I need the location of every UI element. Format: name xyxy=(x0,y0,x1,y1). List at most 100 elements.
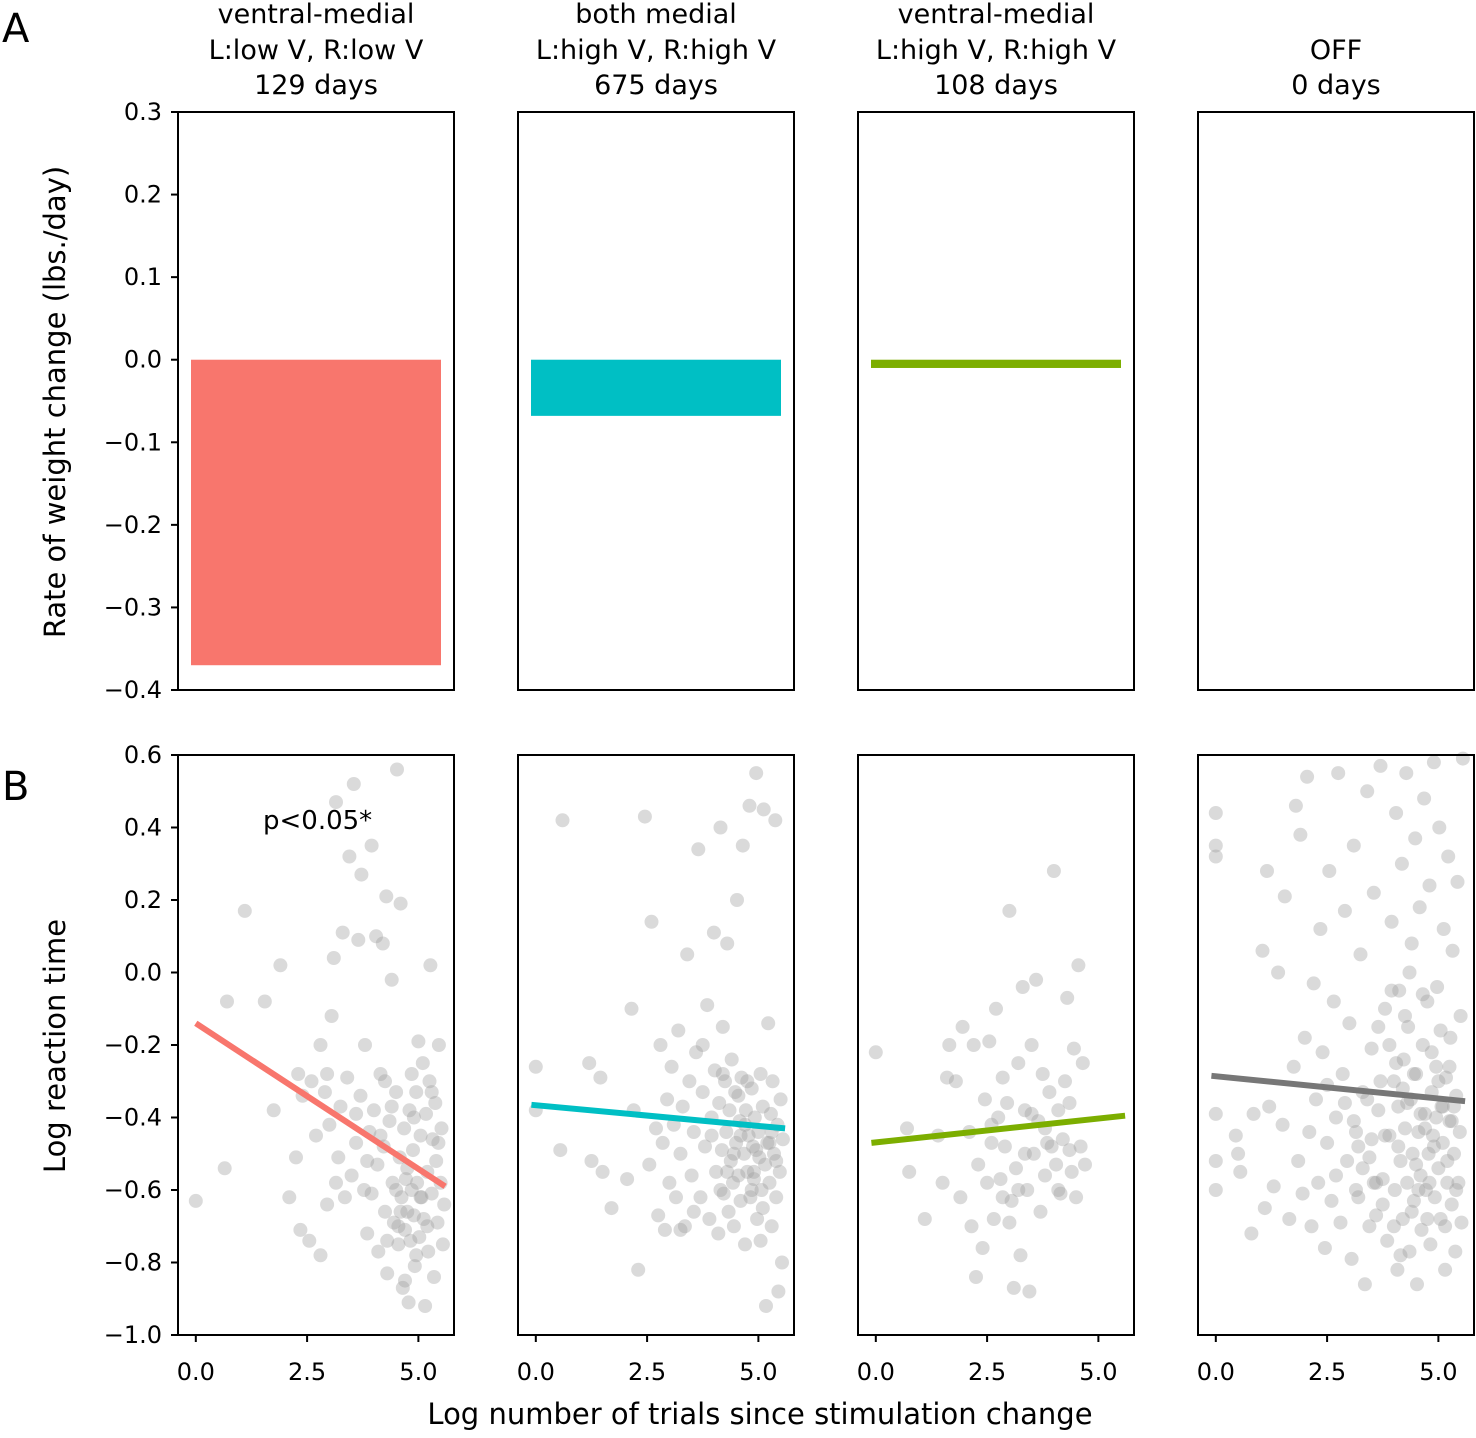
scatter-point-2-31 xyxy=(680,947,695,962)
scatter-point-4-145 xyxy=(1404,1204,1419,1219)
scatter-point-4-27 xyxy=(1300,769,1315,784)
scatter-point-2-80 xyxy=(749,766,764,781)
scatter-point-1-26 xyxy=(335,925,350,940)
scatter-point-2-70 xyxy=(738,1237,752,1252)
scatter-point-2-87 xyxy=(756,802,771,817)
scatter-point-4-48 xyxy=(1346,838,1361,853)
scatter-point-3-38 xyxy=(1026,1146,1041,1161)
scatter-point-2-48 xyxy=(713,820,728,835)
scatter-point-2-35 xyxy=(689,1045,704,1060)
scatter-point-4-16 xyxy=(1266,1179,1281,1194)
scatter-point-4-173 xyxy=(1375,1197,1390,1212)
scatter-point-2-54 xyxy=(720,936,735,951)
scatter-point-2-78 xyxy=(746,1172,761,1187)
scatter-point-2-94 xyxy=(764,1219,779,1234)
scatter-point-2-36 xyxy=(691,842,706,857)
scatter-point-2-93 xyxy=(763,1106,778,1121)
scatter-point-1-37 xyxy=(358,1038,372,1052)
scatter-point-1-74 xyxy=(410,1175,425,1190)
scatter-point-1-51 xyxy=(382,1114,397,1129)
scatter-point-4-166 xyxy=(1366,1175,1381,1190)
scatter-point-4-91 xyxy=(1414,1222,1429,1237)
scatter-point-2-37 xyxy=(693,1190,708,1205)
scatter-point-4-9 xyxy=(1233,1164,1248,1179)
scatter-point-2-53 xyxy=(719,1125,734,1139)
scatter-point-2-83 xyxy=(752,1150,767,1165)
scatter-point-4-25 xyxy=(1295,1186,1310,1201)
scatter-point-3-57 xyxy=(1069,1190,1084,1205)
scatter-point-4-40 xyxy=(1329,1110,1343,1125)
scatter-point-2-88 xyxy=(758,1157,773,1172)
scatter-point-4-142 xyxy=(1329,1168,1343,1183)
scatter-point-4-21 xyxy=(1286,1059,1301,1074)
scatter-point-2-11 xyxy=(624,1001,639,1016)
scatter-point-2-67 xyxy=(734,1070,749,1085)
scatter-point-2-15 xyxy=(642,1157,657,1172)
scatter-point-4-23 xyxy=(1291,1154,1306,1168)
scatter-point-1-117 xyxy=(420,1219,435,1234)
scatter-point-4-148 xyxy=(1369,1175,1384,1190)
panel-title-2-region: both medial xyxy=(575,0,737,30)
scatter-point-2-92 xyxy=(762,1175,777,1190)
scatter-point-2-97 xyxy=(768,813,783,828)
xtick-label-2-3: 5.0 xyxy=(739,1358,777,1386)
scatter-point-1-93 xyxy=(431,1038,446,1052)
scatter-point-4-54 xyxy=(1360,784,1375,799)
scatter-point-1-103 xyxy=(413,1190,428,1205)
scatter-point-4-124 xyxy=(1451,1175,1466,1190)
a-ytick-label-8: −0.4 xyxy=(104,676,162,704)
scatter-point-3-42 xyxy=(1035,1067,1050,1081)
scatter-point-4-113 xyxy=(1439,1070,1453,1085)
a-ytick-label-7: −0.3 xyxy=(104,593,162,621)
scatter-point-1-73 xyxy=(409,1085,424,1100)
scatter-point-3-27 xyxy=(1002,903,1017,918)
scatter-point-3-67 xyxy=(995,1190,1010,1205)
scatter-point-4-63 xyxy=(1380,1233,1395,1248)
scatter-point-3-48 xyxy=(1049,1157,1064,1172)
scatter-point-3-28 xyxy=(1004,1193,1019,1208)
scatter-point-4-167 xyxy=(1420,1212,1435,1226)
scatter-point-4-171 xyxy=(1429,1110,1444,1125)
panel-title-3-days: 108 days xyxy=(934,70,1058,101)
scatter-point-2-90 xyxy=(760,1135,775,1150)
scatter-point-1-97 xyxy=(437,1197,452,1212)
scatter-point-1-116 xyxy=(360,1154,375,1168)
b-ytick-label-3: 0.2 xyxy=(124,886,162,914)
scatter-point-1-15 xyxy=(309,1128,323,1143)
scatter-point-1-9 xyxy=(289,1150,303,1165)
scatter-point-2-77 xyxy=(746,1139,760,1154)
scatter-point-3-69 xyxy=(1062,1096,1077,1110)
scatter-point-4-169 xyxy=(1393,1248,1408,1263)
scatter-point-2-6 xyxy=(584,1154,599,1168)
scatter-point-4-137 xyxy=(1444,1114,1459,1129)
scatter-point-2-108 xyxy=(755,1201,770,1216)
scatter-point-1-111 xyxy=(431,1135,446,1150)
scatter-point-1-8 xyxy=(282,1190,297,1205)
scatter-point-4-80 xyxy=(1402,1244,1417,1259)
scatter-point-4-149 xyxy=(1378,1128,1392,1143)
bar-2 xyxy=(531,359,781,416)
scatter-point-4-125 xyxy=(1452,1125,1467,1139)
scatter-point-2-49 xyxy=(714,1143,729,1158)
a-ytick-label-3: 0.1 xyxy=(124,263,162,291)
xtick-label-4-2: 2.5 xyxy=(1308,1358,1346,1386)
scatter-point-4-151 xyxy=(1413,1106,1428,1121)
scatter-point-3-68 xyxy=(1024,1106,1039,1121)
scatter-point-4-97 xyxy=(1421,1146,1436,1161)
scatter-point-4-18 xyxy=(1275,1117,1290,1132)
scatter-point-3-12 xyxy=(964,1219,979,1234)
a-ytick-label-2: 0.2 xyxy=(124,181,162,209)
scatter-point-4-60 xyxy=(1373,758,1388,773)
fit-line-3 xyxy=(871,1112,1126,1146)
scatter-point-4-32 xyxy=(1311,1175,1326,1190)
scatter-point-4-4 xyxy=(1208,1106,1223,1121)
scatter-point-4-65 xyxy=(1384,914,1399,929)
scatter-point-1-27 xyxy=(337,1190,352,1205)
scatter-point-4-90 xyxy=(1413,1168,1428,1183)
scatter-point-2-105 xyxy=(733,1128,748,1143)
scatter-point-1-16 xyxy=(313,1038,328,1052)
panel-a-frame-4 xyxy=(1197,111,1475,691)
scatter-point-3-41 xyxy=(1033,1204,1048,1219)
scatter-point-4-7 xyxy=(1228,1128,1243,1143)
scatter-point-4-152 xyxy=(1431,1074,1446,1089)
